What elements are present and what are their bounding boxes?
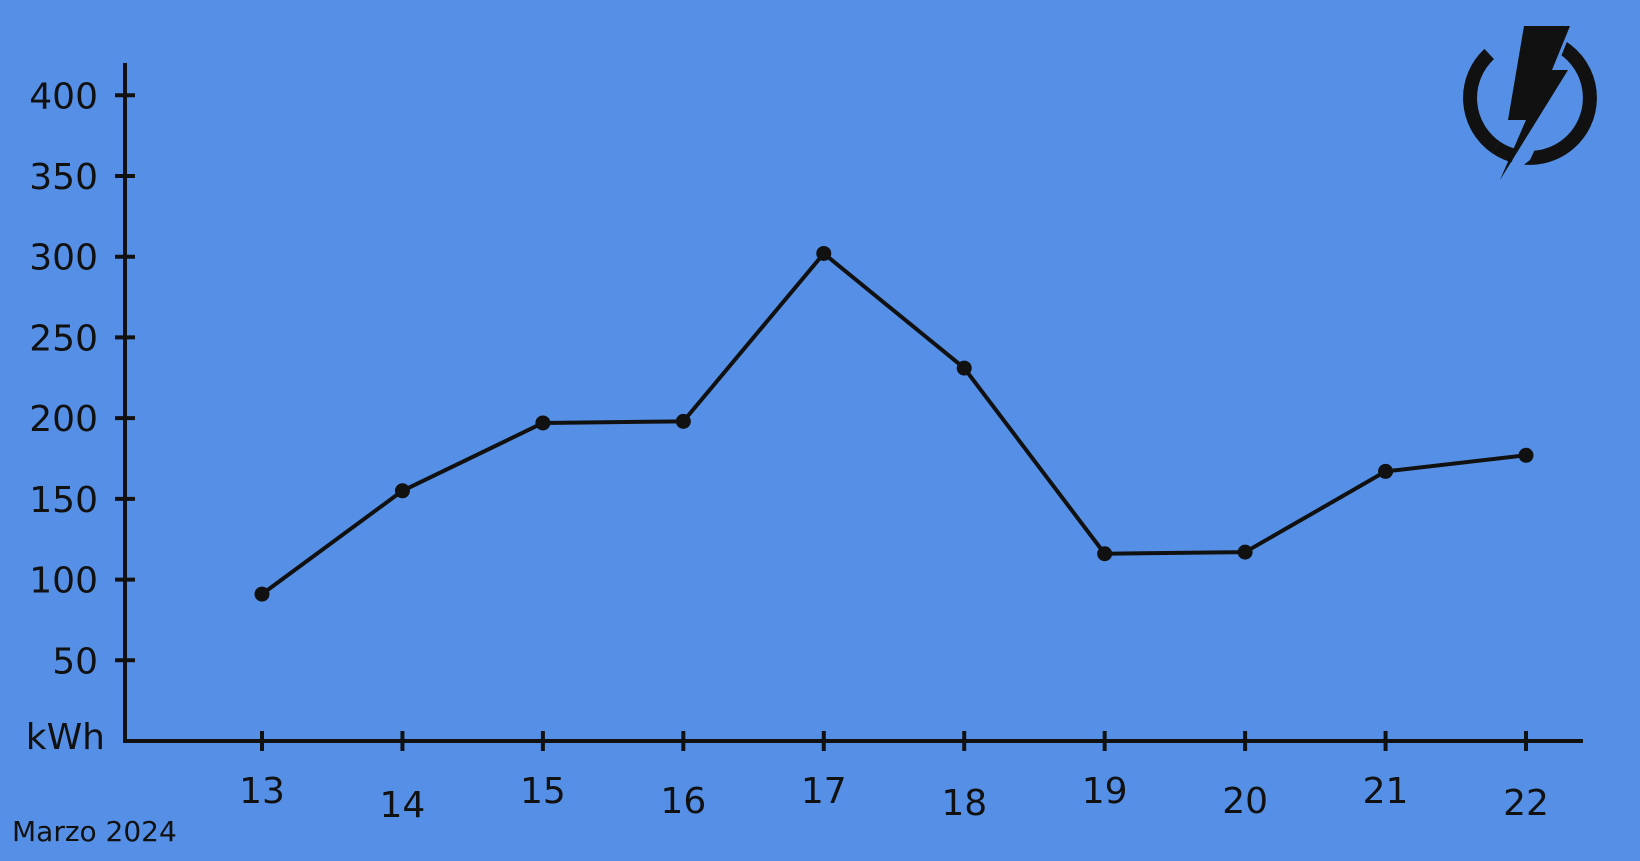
y-tick-label: 400 <box>29 76 98 117</box>
series-points <box>254 245 1534 602</box>
data-point <box>254 586 270 602</box>
period-caption: Marzo 2024 <box>12 815 177 848</box>
y-tick-label: 100 <box>29 561 98 602</box>
x-tick-label: 13 <box>239 771 285 812</box>
data-point <box>1097 546 1113 562</box>
x-tick-label: 22 <box>1503 783 1549 824</box>
series-line <box>260 251 1527 596</box>
x-tick-label: 20 <box>1222 781 1268 822</box>
data-point <box>535 415 551 431</box>
y-axis-unit-label: kWh <box>26 717 105 758</box>
x-ticks: 13 14 15 16 17 18 19 20 21 22 <box>239 731 1549 826</box>
data-point <box>1518 447 1534 463</box>
data-point <box>956 360 972 376</box>
x-tick-label: 15 <box>520 771 566 812</box>
y-tick-label: 150 <box>29 480 98 521</box>
x-tick-label: 17 <box>801 771 847 812</box>
y-tick-label: 250 <box>29 318 98 359</box>
x-tick-label: 21 <box>1363 771 1409 812</box>
x-tick-label: 18 <box>941 783 987 824</box>
y-ticks: 50 100 150 200 250 300 350 400 <box>29 76 135 682</box>
data-point <box>675 413 691 429</box>
data-point <box>394 483 410 499</box>
x-tick-label: 19 <box>1082 771 1128 812</box>
data-point <box>1237 544 1253 560</box>
series-line-path <box>260 251 1527 596</box>
y-tick-label: 300 <box>29 238 98 279</box>
data-point <box>1378 463 1394 479</box>
y-tick-label: 350 <box>29 157 98 198</box>
y-tick-label: 50 <box>52 641 98 682</box>
data-point <box>816 245 832 261</box>
axes <box>123 63 1583 743</box>
x-tick-label: 16 <box>660 781 706 822</box>
lightning-power-icon <box>1463 24 1597 180</box>
y-tick-label: 200 <box>29 399 98 440</box>
x-tick-label: 14 <box>380 785 426 826</box>
